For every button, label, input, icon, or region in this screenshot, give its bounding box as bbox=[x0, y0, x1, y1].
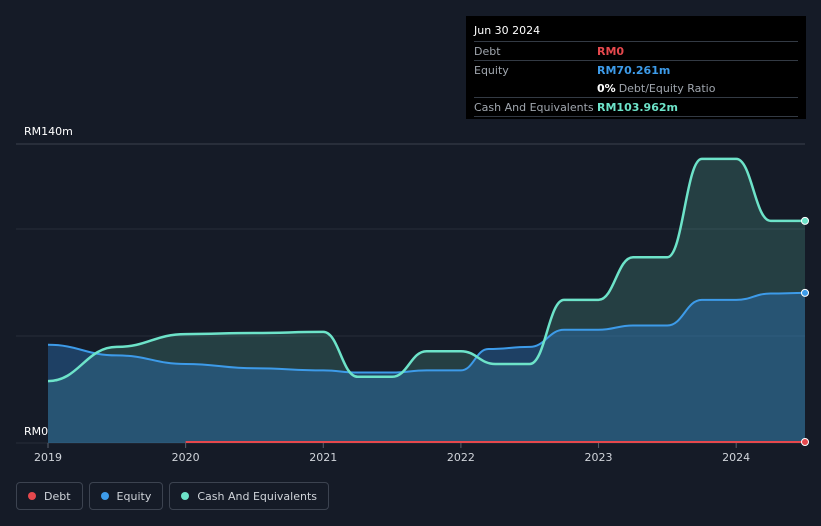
y-axis-top-label: RM140m bbox=[24, 125, 73, 138]
tooltip-equity-label: Equity bbox=[474, 64, 509, 77]
tooltip-cash-label: Cash And Equivalents bbox=[474, 101, 594, 114]
equity-area bbox=[48, 292, 805, 443]
equity-dot-icon bbox=[100, 492, 109, 500]
plot-background bbox=[16, 144, 805, 443]
tooltip-ratio-label: Debt/Equity Ratio bbox=[618, 82, 716, 95]
x-axis: 2019 2020 2021 2022 2023 2024 bbox=[34, 443, 750, 464]
tooltip-row-equity: Equity RM70.261m bbox=[474, 61, 798, 79]
legend-item-equity[interactable]: Equity bbox=[88, 482, 164, 510]
cash-end-marker bbox=[801, 216, 809, 225]
tooltip-ratio-value: 0% bbox=[597, 82, 616, 95]
tooltip-row-cash: Cash And Equivalents RM103.962m bbox=[474, 98, 798, 117]
series-lines bbox=[47, 157, 806, 443]
legend-cash-label: Cash And Equivalents bbox=[197, 489, 317, 503]
tooltip-debt-label: Debt bbox=[474, 45, 501, 58]
legend-item-cash[interactable]: Cash And Equivalents bbox=[169, 482, 329, 510]
equity-line bbox=[47, 291, 806, 374]
x-tick-label: 2019 bbox=[34, 451, 62, 464]
x-tick-label: 2024 bbox=[722, 451, 750, 464]
cash-dot-icon bbox=[181, 492, 190, 500]
cash-area bbox=[48, 158, 805, 443]
chart-legend: Debt Equity Cash And Equivalents bbox=[16, 482, 335, 510]
legend-equity-label: Equity bbox=[116, 489, 152, 503]
data-tooltip: Jun 30 2024 Debt RM0 Equity RM70.261m 0%… bbox=[466, 16, 806, 119]
tooltip-cash-value: RM103.962m bbox=[597, 101, 678, 114]
legend-debt-label: Debt bbox=[44, 489, 71, 503]
tooltip-debt-value: RM0 bbox=[597, 45, 625, 58]
debt-dot-icon bbox=[28, 492, 36, 500]
y-axis-bottom-label: RM0 bbox=[24, 425, 48, 438]
tooltip-equity-value: RM70.261m bbox=[597, 64, 671, 77]
cash-line bbox=[47, 157, 806, 383]
x-tick-label: 2020 bbox=[172, 451, 200, 464]
debt-end-marker bbox=[801, 438, 809, 446]
legend-item-debt[interactable]: Debt bbox=[16, 482, 83, 510]
tooltip-date: Jun 30 2024 bbox=[474, 22, 798, 42]
x-tick-label: 2022 bbox=[447, 451, 475, 464]
x-tick-label: 2021 bbox=[309, 451, 337, 464]
tooltip-row-ratio: 0% Debt/Equity Ratio bbox=[474, 79, 798, 98]
x-tick-label: 2023 bbox=[585, 451, 613, 464]
equity-end-marker bbox=[801, 288, 809, 297]
tooltip-row-debt: Debt RM0 bbox=[474, 42, 798, 61]
end-markers bbox=[801, 216, 809, 446]
area-fills bbox=[48, 158, 805, 443]
